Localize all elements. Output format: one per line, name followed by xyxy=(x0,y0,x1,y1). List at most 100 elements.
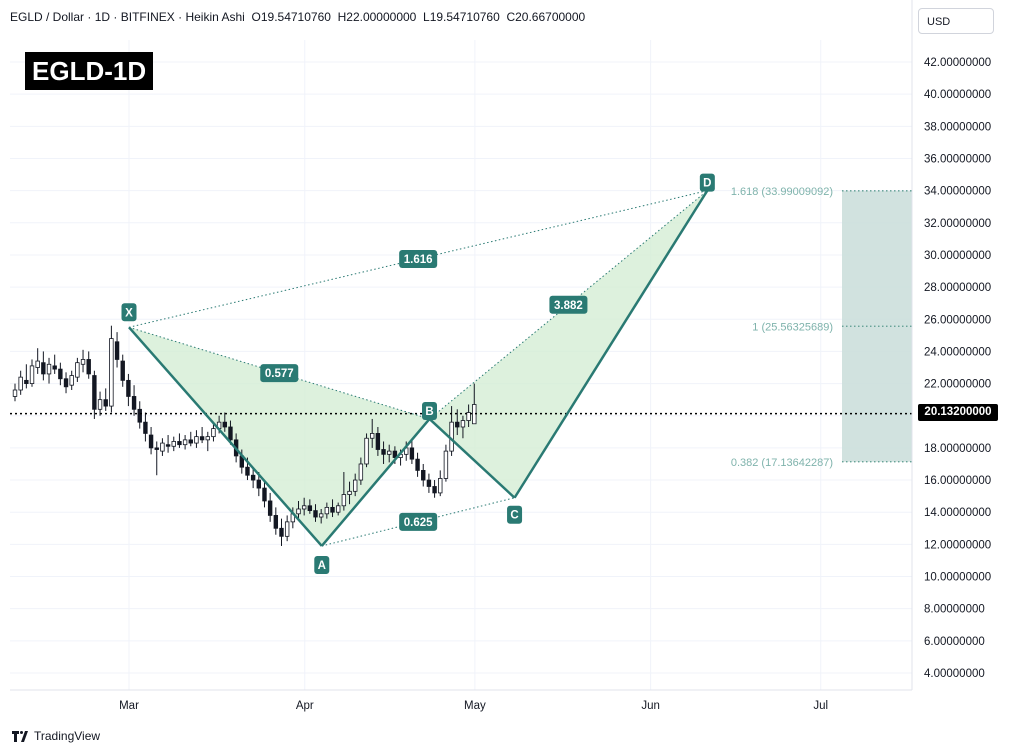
chart-grid xyxy=(10,40,912,690)
fib-level-label: 1.618 (33.99009092) xyxy=(731,186,833,198)
fib-level-label: 0.382 (17.13642287) xyxy=(731,457,833,469)
candle-body xyxy=(46,363,52,375)
brand-name: TradingView xyxy=(34,729,101,743)
candle-body xyxy=(387,450,392,455)
candle-body xyxy=(443,450,449,479)
candle-body xyxy=(284,521,290,537)
point-label-d-bg xyxy=(699,173,715,192)
candle-body xyxy=(182,439,188,446)
candle-body xyxy=(301,505,307,510)
y-tick-label: 18.00000000 xyxy=(924,443,991,455)
ratio-label-xd-text: 1.616 xyxy=(404,254,433,266)
candle-body xyxy=(177,441,182,446)
point-label-a: A xyxy=(314,555,330,574)
candle-body xyxy=(341,494,347,507)
point-label-x-text: X xyxy=(125,307,133,319)
candle-body xyxy=(154,447,159,450)
candle-body xyxy=(148,434,154,449)
candle-body xyxy=(75,362,80,378)
y-tick-label: 8.00000000 xyxy=(924,604,985,616)
candle-body xyxy=(12,389,18,397)
y-tick-label: 22.00000000 xyxy=(924,379,991,391)
y-tick-label: 14.00000000 xyxy=(924,507,991,519)
chart-title-badge: EGLD-1D xyxy=(25,52,154,90)
candle-body xyxy=(318,513,324,518)
ratio-label-xd-bg xyxy=(399,249,438,268)
candle-body xyxy=(432,486,437,494)
candle-body xyxy=(131,396,137,410)
currency-selector[interactable]: USD xyxy=(918,8,994,34)
x-tick-label: May xyxy=(464,700,486,712)
candle-body xyxy=(347,490,352,495)
close-value: 20.66700000 xyxy=(515,10,586,24)
ratio-label-ac: 0.625 xyxy=(399,512,438,531)
candle-body xyxy=(358,463,364,481)
y-tick-label: 30.00000000 xyxy=(924,250,991,262)
candle-body xyxy=(194,436,199,444)
ratio-label-xb-bg xyxy=(260,364,299,383)
close-label: C xyxy=(506,10,516,24)
candle-body xyxy=(250,474,256,481)
ratio-label-ac-bg xyxy=(399,512,438,531)
y-tick-label: 6.00000000 xyxy=(924,636,985,648)
point-label-d: D xyxy=(699,173,715,192)
high-label: H xyxy=(337,10,347,24)
candle-body xyxy=(86,359,91,375)
ratio-line-ac xyxy=(321,497,515,547)
y-tick-label: 12.00000000 xyxy=(924,539,991,551)
candle-body xyxy=(296,508,301,515)
candle-body xyxy=(370,433,375,439)
interval-label[interactable]: 1D xyxy=(94,10,111,24)
candle-body xyxy=(222,421,227,428)
y-tick-label: 38.00000000 xyxy=(924,121,991,133)
candle-body xyxy=(211,428,216,438)
candle-body xyxy=(120,360,125,381)
leg-xa xyxy=(128,326,323,547)
candle-body xyxy=(426,479,432,487)
y-tick-label: 40.00000000 xyxy=(924,89,991,101)
candle-body xyxy=(381,449,386,455)
footer-brand[interactable]: TradingView xyxy=(12,729,100,743)
y-tick-label: 10.00000000 xyxy=(924,572,991,584)
pattern-labels: X A B C D 0.577 0.625 3.882 1.616 xyxy=(121,173,715,574)
fib-level-label: 1 (25.56325689) xyxy=(752,321,833,333)
candle-body xyxy=(245,466,250,476)
candle-body xyxy=(188,439,193,444)
y-tick-label: 16.00000000 xyxy=(924,475,991,487)
ratio-label-bd-bg xyxy=(549,295,588,314)
candle-body xyxy=(18,376,23,391)
candle-body xyxy=(415,458,420,471)
candle-body xyxy=(109,338,114,407)
candle-body xyxy=(80,359,86,365)
candle-body xyxy=(313,510,318,518)
candle-body xyxy=(335,505,341,513)
y-tick-label: 24.00000000 xyxy=(924,346,991,358)
ratio-label-xb: 0.577 xyxy=(260,364,299,383)
high-value: 22.00000000 xyxy=(346,10,417,24)
leg-cd xyxy=(513,189,709,499)
candle-body xyxy=(35,360,40,368)
candle-body xyxy=(330,506,335,513)
fib-levels: 1.618 (33.99009092) 1 (25.56325689) 0.382 … xyxy=(731,186,912,469)
candle-body xyxy=(267,500,273,516)
candle-body xyxy=(324,506,330,515)
candle-body xyxy=(273,515,279,529)
point-label-b-bg xyxy=(422,401,438,420)
ratio-label-bd-text: 3.882 xyxy=(554,300,583,312)
y-tick-label: 36.00000000 xyxy=(924,153,991,165)
candles xyxy=(10,325,912,546)
low-label: L xyxy=(423,10,430,24)
candle-body xyxy=(352,479,358,492)
ratio-label-ac-text: 0.625 xyxy=(404,517,433,529)
candle-body xyxy=(165,444,171,447)
candle-body xyxy=(392,450,398,458)
leg-ab xyxy=(320,418,431,547)
symbol-name[interactable]: EGLD / Dollar xyxy=(10,10,85,24)
candle-body xyxy=(69,375,74,386)
candle-body xyxy=(103,399,108,407)
candle-body xyxy=(97,399,103,410)
candle-body xyxy=(92,375,97,410)
point-label-a-bg xyxy=(314,555,330,574)
candle-body xyxy=(63,378,69,388)
